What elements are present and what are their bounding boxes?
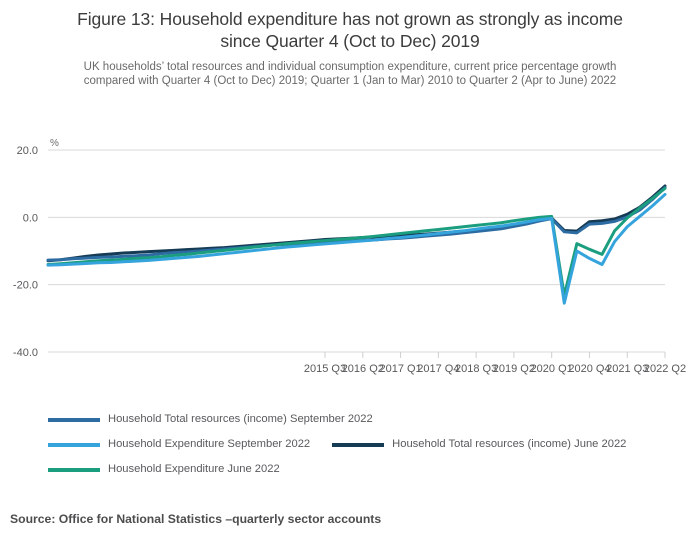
legend-swatch-income-jun-2022 [332,442,385,447]
legend-label-expenditure-sep-2022: Household Expenditure September 2022 [108,438,311,450]
page-title-line1: Figure 13: Household expenditure has not… [77,9,623,29]
chart-subtitle-line1: UK households’ total resources and indiv… [83,61,617,73]
y-axis-tick-label: 20.0 [17,145,38,157]
source-note: Source: Office for National Statistics –… [10,512,382,526]
page-title-line2: since Quarter 4 (Oct to Dec) 2019 [220,31,480,51]
chart-legend: Household Total resources (income) Septe… [48,407,688,482]
series-line [46,192,667,305]
legend-row-2: Household Expenditure September 2022 Hou… [48,432,688,457]
legend-label-income-jun-2022: Household Total resources (income) June … [392,438,627,450]
legend-swatch-income-sep-2022 [48,417,100,422]
legend-row-3: Household Expenditure June 2022 [48,457,688,482]
y-axis-tick-label: -20.0 [13,280,38,292]
x-axis-tick-label: 2020 Q1 [531,363,573,375]
legend-item-expenditure-sep-2022[interactable]: Household Expenditure September 2022 [48,438,310,451]
legend-item-income-sep-2022[interactable]: Household Total resources (income) Septe… [48,413,373,426]
legend-row-1: Household Total resources (income) Septe… [48,407,688,432]
x-axis-tick-marks [324,352,666,358]
page-title: Figure 13: Household expenditure has not… [0,0,700,52]
x-axis-tick-label: 2021 Q3 [606,363,648,375]
chart-subtitle-line2: compared with Quarter 4 (Oct to Dec) 201… [83,75,617,87]
x-axis-tick-label: 2017 Q1 [379,363,421,375]
y-axis-tick-label: -40.0 [13,347,38,359]
x-axis-tick-label: 2016 Q2 [342,363,384,375]
x-axis-tick-label: 2019 Q2 [493,363,535,375]
legend-label-income-sep-2022: Household Total resources (income) Septe… [108,413,373,425]
legend-item-expenditure-jun-2022[interactable]: Household Expenditure June 2022 [48,463,280,476]
series-line [46,184,667,263]
plot-area: 20.0 0.0 -20.0 -40.0 2015 Q3 2016 Q2 2017 Q1 2… [0,118,700,388]
legend-label-expenditure-jun-2022: Household Expenditure June 2022 [108,463,280,475]
x-axis-tick-label: 2015 Q3 [304,363,346,375]
series-line [46,186,667,262]
x-axis-tick-label: 2022 Q2 [644,363,686,375]
chart-subtitle: UK households’ total resources and indiv… [0,52,700,88]
x-axis-tick-label: 2017 Q4 [417,363,459,375]
gridlines [48,149,665,353]
x-axis-tick-label: 2020 Q4 [568,363,610,375]
legend-item-income-jun-2022[interactable]: Household Total resources (income) June … [332,438,626,451]
y-axis-tick-label: 0.0 [23,212,38,224]
legend-swatch-expenditure-sep-2022 [48,442,100,447]
data-series-lines [46,184,667,305]
y-axis-tick-labels: 20.0 0.0 -20.0 -40.0 [13,145,38,359]
y-axis-unit-label: % [50,138,59,149]
legend-swatch-expenditure-jun-2022 [48,467,100,472]
x-axis-tick-label: 2018 Q3 [455,363,497,375]
